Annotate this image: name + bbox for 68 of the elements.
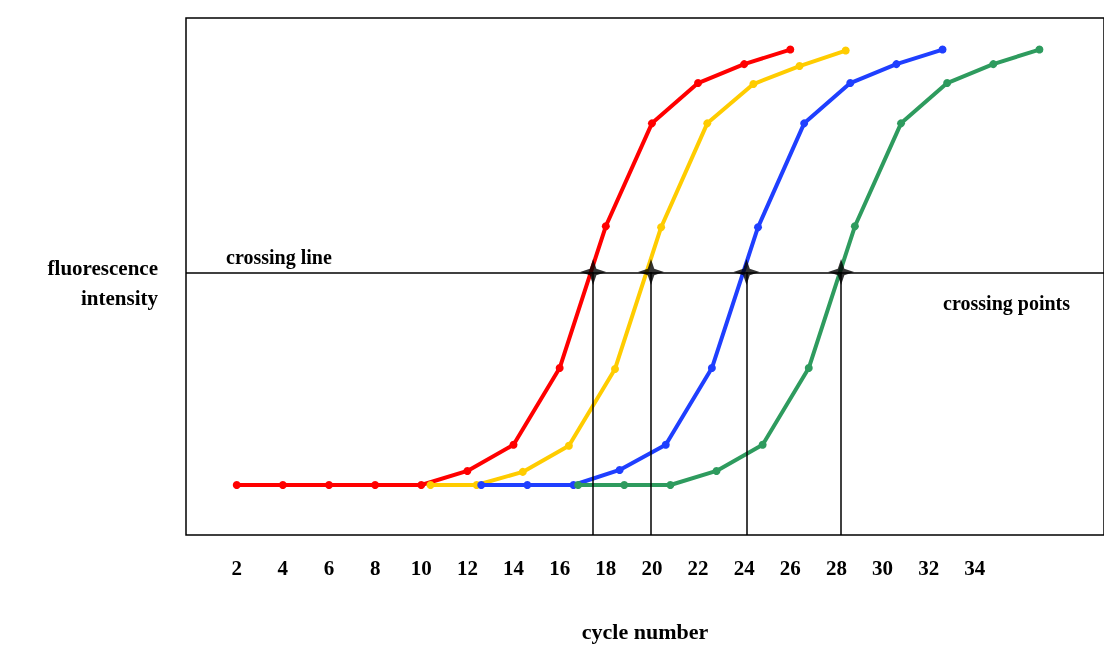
point [892, 60, 901, 69]
point [417, 481, 426, 489]
x-tick-label: 26 [779, 555, 801, 580]
point [463, 466, 472, 475]
point [828, 258, 855, 285]
point [795, 62, 804, 71]
x-tick-label: 14 [503, 555, 525, 580]
point [611, 364, 620, 373]
ref-line-label: crossing line [226, 245, 332, 269]
point [278, 481, 287, 489]
x-tick-label: 16 [549, 555, 571, 580]
x-tick-label: 8 [369, 555, 381, 580]
point [733, 258, 760, 285]
x-tick-label: 2 [231, 555, 242, 580]
point [232, 481, 241, 489]
x-tick-label: 24 [733, 555, 756, 580]
point [897, 119, 906, 128]
y-axis-title: fluorescence intensity [47, 256, 159, 310]
point [666, 481, 675, 489]
point [647, 119, 656, 128]
point [850, 222, 859, 231]
point [800, 119, 809, 128]
x-tick-label: 20 [641, 555, 663, 580]
x-tick-label: 32 [918, 555, 940, 580]
point [615, 465, 624, 474]
x-tick-label: 30 [872, 555, 894, 580]
x-tick-label: 28 [825, 555, 847, 580]
x-tick-label: 22 [687, 555, 709, 580]
point [804, 364, 813, 372]
point [694, 79, 703, 88]
point [518, 467, 527, 476]
point [426, 481, 435, 489]
point [371, 481, 380, 489]
point [601, 222, 610, 231]
annotation: crossing points [943, 292, 1071, 315]
point [841, 46, 850, 55]
point [564, 441, 573, 450]
point [846, 79, 855, 88]
point [707, 364, 716, 372]
point [749, 80, 758, 89]
point [754, 223, 763, 232]
point [580, 258, 607, 285]
point [740, 60, 749, 69]
x-tick-label: 12 [456, 555, 478, 580]
point [938, 45, 947, 54]
x-tick-label: 34 [964, 555, 986, 580]
x-tick-label: 18 [595, 555, 617, 580]
point [574, 481, 583, 489]
point [661, 440, 670, 449]
point [712, 466, 721, 475]
x-tick-label: 10 [410, 555, 432, 580]
point [620, 481, 629, 489]
point [477, 481, 486, 489]
x-tick-label: 6 [323, 555, 335, 580]
point [523, 481, 532, 489]
point [325, 481, 334, 489]
point [758, 440, 767, 449]
point [786, 45, 795, 54]
point [989, 60, 998, 69]
point [555, 364, 564, 372]
point [657, 223, 666, 232]
point [638, 258, 664, 285]
point [509, 440, 518, 449]
x-axis-title: cycle number [581, 618, 709, 644]
point [703, 119, 712, 128]
x-tick-label: 4 [277, 555, 289, 580]
point [1035, 45, 1044, 54]
point [943, 79, 952, 88]
